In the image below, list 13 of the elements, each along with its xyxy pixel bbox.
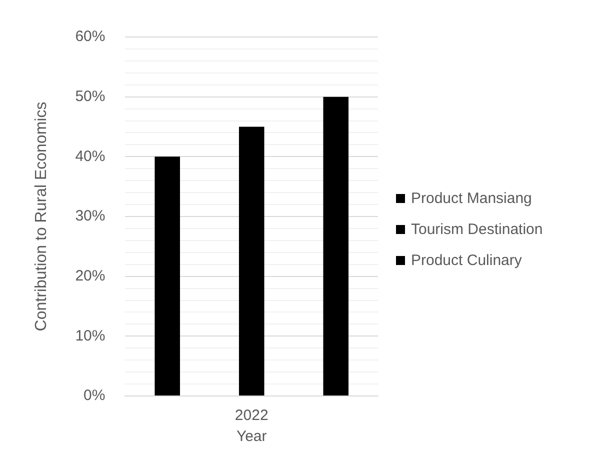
- y-tick-label: 40%: [75, 148, 106, 165]
- x-tick-label: 2022: [234, 407, 268, 424]
- y-tick-label: 50%: [75, 88, 106, 105]
- legend-label: Product Culinary: [411, 252, 522, 269]
- y-tick-label: 60%: [75, 28, 106, 46]
- x-axis-title: Year: [236, 428, 267, 446]
- y-tick-label: 20%: [75, 267, 106, 284]
- legend-label: Product Mansiang: [411, 190, 532, 207]
- y-tick-label: 30%: [75, 208, 106, 225]
- y-axis-title: Contribution to Rural Economics: [33, 102, 50, 332]
- y-tick-label: 0%: [84, 387, 106, 404]
- y-tick-label: 10%: [75, 327, 106, 344]
- legend-label: Tourism Destination: [411, 221, 543, 238]
